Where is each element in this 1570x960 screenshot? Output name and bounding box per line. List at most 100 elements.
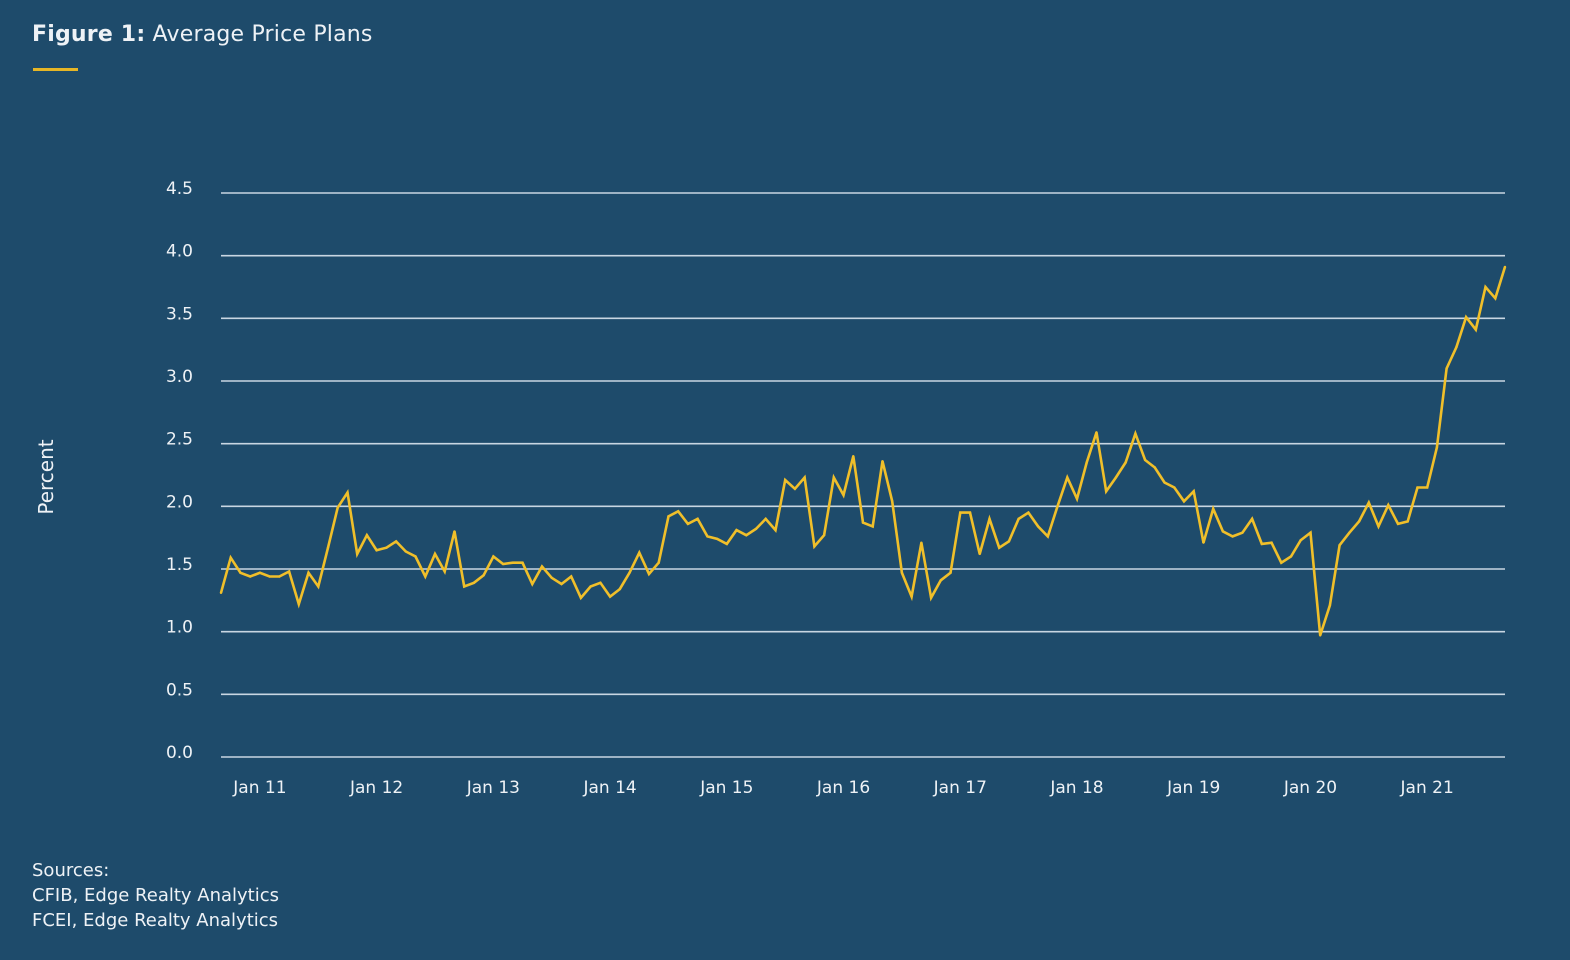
data-point [462,585,466,588]
y-tick-label: 4.0 [166,242,193,262]
data-point [365,533,369,537]
x-tick-label: Jan 15 [699,778,753,798]
data-point [1163,481,1166,484]
data-point [258,571,262,574]
data-point [550,576,553,579]
x-tick-labels: Jan 11 Jan 12 Jan 13 Jan 14 Jan 15 Jan 16 Jan … [232,778,1454,798]
data-point [657,561,660,564]
data-point [1085,461,1088,464]
data-point [628,571,631,574]
sources-label: Sources: [32,860,110,881]
data-point [618,587,622,591]
data-point [696,517,699,521]
figure-number: Figure 1: [32,22,146,47]
data-point [433,552,437,556]
data-point [1484,285,1487,289]
source-line: CFIB, Edge Realty Analytics [32,885,280,906]
y-tick-label: 3.0 [166,367,193,387]
data-point [978,552,981,556]
data-point [842,493,845,497]
y-tick-label: 0.0 [166,743,193,763]
data-point [346,491,349,494]
data-point [1348,531,1351,534]
data-point [715,537,719,541]
data-point [1309,531,1312,534]
data-point [248,575,252,578]
data-point [647,572,651,576]
data-point [1455,345,1458,349]
source-line: FCEI, Edge Realty Analytics [32,910,279,931]
data-point [803,476,806,479]
figure-title: Average Price Plans [152,22,373,47]
data-point [297,602,301,606]
series-group [219,265,1507,637]
x-tick-label: Jan 14 [582,778,636,798]
data-point [1367,501,1371,504]
data-point [1134,432,1137,435]
data-point [453,530,456,533]
data-point [531,582,534,586]
x-tick-label: Jan 20 [1283,778,1337,798]
data-point [745,533,748,537]
sources-note: Sources: CFIB, Edge Realty Analytics FCE… [32,858,279,933]
data-point [1299,538,1302,542]
data-point [1387,503,1390,507]
y-tick-label: 2.5 [166,430,193,450]
data-point [424,575,427,578]
data-point [355,552,359,556]
data-point [521,561,524,564]
data-point [1435,446,1439,449]
data-point [988,517,991,521]
title-accent-rule [33,68,78,71]
data-point [822,533,826,537]
data-point [667,515,670,518]
data-point [540,565,544,568]
data-point [774,528,777,532]
data-point [1318,634,1322,637]
y-tick-label: 3.5 [166,304,193,324]
data-point [1173,486,1176,489]
data-point [1027,511,1030,514]
data-point [1066,476,1069,479]
data-point [764,517,767,521]
data-point [589,585,592,588]
data-point [929,596,933,600]
gridlines [221,192,1505,758]
data-point [1036,525,1040,528]
data-point [1280,561,1283,564]
data-point [1192,490,1195,493]
data-point [239,571,242,574]
data-point [1211,507,1215,511]
data-point [404,550,408,553]
data-point [287,570,291,573]
data-point [852,455,855,458]
data-point [492,555,495,558]
y-tick-label: 4.5 [166,179,193,199]
data-point [326,546,330,549]
data-point [599,581,602,584]
data-point [1474,328,1478,331]
x-tick-label: Jan 18 [1049,778,1103,798]
data-point [1406,520,1409,523]
data-point [735,528,738,532]
data-point [1503,265,1507,269]
data-point [579,596,583,600]
data-point [394,540,398,543]
x-tick-label: Jan 13 [466,778,520,798]
data-point [754,527,758,531]
x-tick-label: Jan 16 [816,778,870,798]
data-point [317,585,320,588]
data-point [1075,497,1079,501]
data-point [1182,500,1186,503]
data-point [219,591,223,595]
data-point [1114,476,1118,479]
data-point [1338,543,1341,547]
data-point [1221,530,1225,533]
data-point [1202,541,1205,544]
data-point [1143,458,1147,462]
x-tick-label: Jan 12 [349,778,403,798]
data-point [1095,431,1098,434]
data-point [1289,555,1293,558]
data-point [560,582,563,586]
